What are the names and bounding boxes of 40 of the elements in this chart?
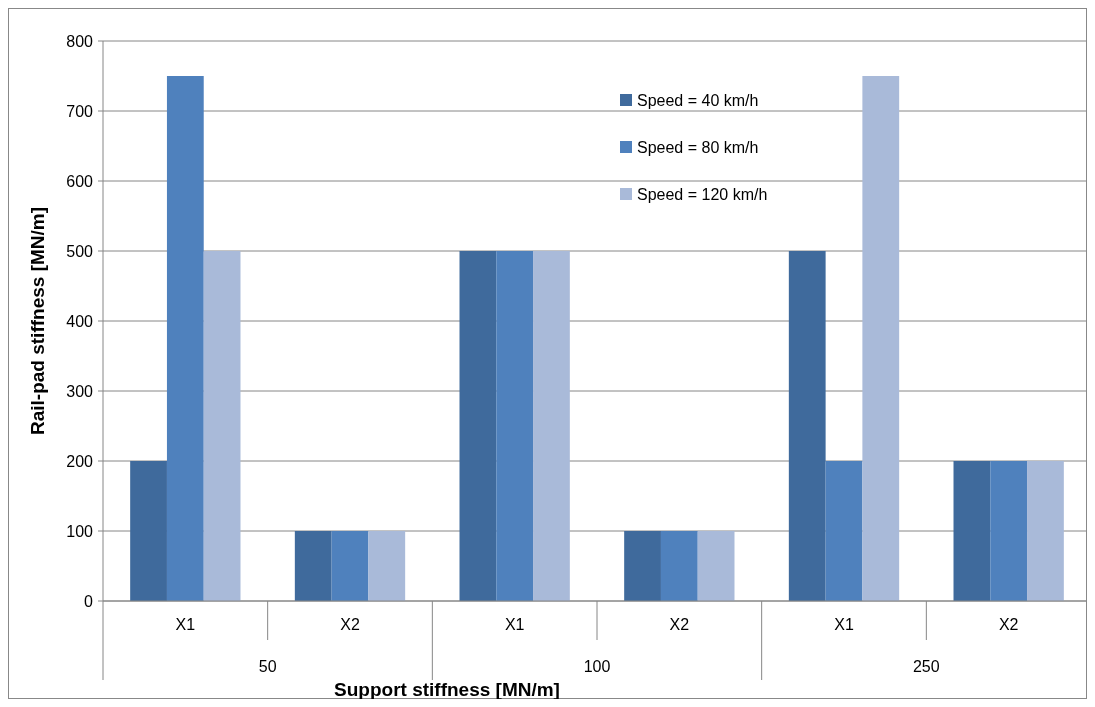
y-tick-label: 0 bbox=[84, 592, 94, 610]
bar bbox=[1027, 461, 1064, 601]
bar bbox=[368, 531, 406, 601]
y-tick-label: 500 bbox=[66, 242, 94, 260]
bar bbox=[130, 461, 167, 601]
x-tick-label: X2 bbox=[340, 616, 360, 633]
x-tick-label: X1 bbox=[175, 616, 196, 633]
y-tick-label: 300 bbox=[66, 382, 94, 400]
bar bbox=[459, 251, 497, 601]
bar bbox=[862, 76, 900, 601]
legend-label: Speed = 80 km/h bbox=[637, 138, 759, 156]
bar bbox=[496, 251, 534, 601]
y-tick-label: 700 bbox=[66, 102, 94, 120]
bar bbox=[788, 251, 826, 601]
text: 250 bbox=[912, 658, 940, 675]
bar bbox=[294, 531, 332, 601]
legend-label: Speed = 120 km/h bbox=[637, 185, 768, 203]
x-tick-label: X1 bbox=[834, 616, 854, 633]
bar bbox=[825, 461, 863, 601]
bar bbox=[624, 531, 661, 601]
y-axis-title: Rail-pad stiffness [MN/m] bbox=[27, 206, 48, 436]
bar bbox=[697, 531, 735, 601]
y-tick-label: 800 bbox=[66, 32, 94, 50]
bar bbox=[533, 251, 570, 601]
x-tick-label: X1 bbox=[504, 616, 525, 633]
bar bbox=[660, 531, 698, 601]
y-tick-label: 100 bbox=[66, 522, 94, 540]
y-tick-label: 200 bbox=[66, 452, 94, 470]
y-tick-label: 600 bbox=[66, 172, 94, 190]
bar bbox=[331, 531, 369, 601]
bar bbox=[166, 76, 204, 601]
x-tick-label: X2 bbox=[998, 616, 1019, 633]
y-tick-label: 400 bbox=[66, 312, 94, 330]
bar bbox=[953, 461, 991, 601]
bar bbox=[990, 461, 1028, 601]
text: 100 bbox=[583, 658, 611, 675]
bar bbox=[203, 251, 241, 601]
x-tick-label: X2 bbox=[669, 616, 690, 633]
legend-label: Speed = 40 km/h bbox=[637, 91, 759, 109]
text: 50 bbox=[258, 658, 277, 675]
